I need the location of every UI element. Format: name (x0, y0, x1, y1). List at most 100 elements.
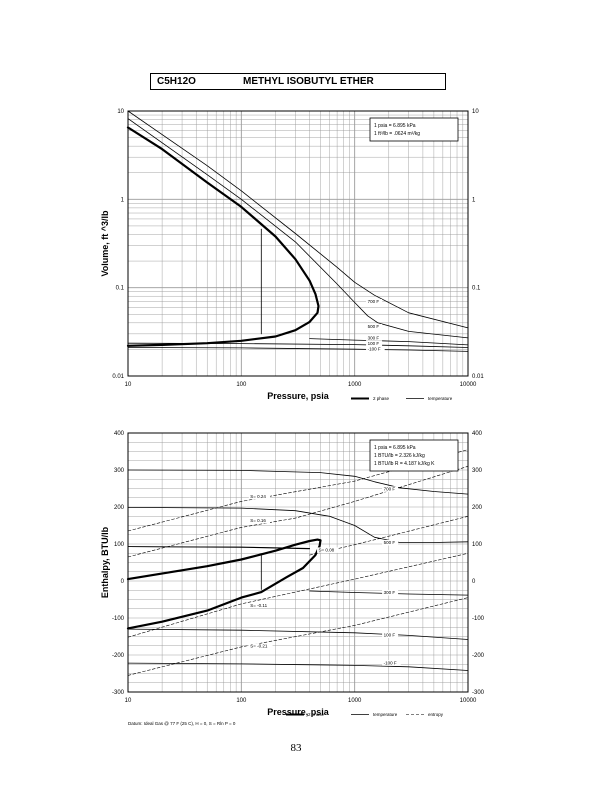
chart1-x-tick-label: 10 (125, 382, 132, 388)
chart1-curve-label-bg (366, 299, 383, 305)
chart1-conversion-box (369, 117, 459, 142)
chart1-x-tick-label: 100 (236, 382, 247, 388)
chart2-isotherm-curve (309, 590, 469, 596)
chart2-datum-note: Datum: Ideal Gas @ 77 F (25 C), H = 0, S… (128, 721, 236, 726)
chart1-y-tick-label-left: 10 (117, 109, 124, 115)
chart1-legend-entry: temperature (428, 396, 453, 401)
chart2-isotherm-curve (127, 469, 469, 495)
chart2-x-tick-label: 100 (236, 698, 247, 704)
chart1-conversion-line: 1 ft³/lb = .0624 m³/kg (374, 131, 420, 137)
page-number: 83 (290, 742, 302, 754)
chart2-curve-label: S= -0.11 (250, 603, 267, 608)
chart2-x-tick-label: 10000 (460, 698, 477, 704)
chart2-conversion-line: 1 psia = 6.895 kPa (374, 445, 416, 451)
chart2-y-tick-label-right: 100 (472, 542, 483, 548)
chart2-curve-label-bg (248, 493, 271, 500)
chart2-conversion-line: 1 BTU/lb = 2.326 kJ/kg (374, 453, 425, 459)
chart1-curve-label: 100 F (368, 341, 380, 346)
chart1-grid (128, 111, 468, 376)
chart1-isotherm-curve (127, 347, 469, 352)
chart1-plot-frame (127, 110, 469, 377)
chart1-y-tick-label-left: 1 (121, 197, 125, 203)
chart2-curve-label-bg (248, 517, 271, 524)
chart2-plot-frame (127, 432, 469, 693)
chart1-isotherm-curve (127, 342, 469, 348)
chart2-isotherm-curve (127, 546, 310, 550)
chart1-isotherm-curve (127, 110, 469, 329)
chart2-curve-label-bg (248, 602, 273, 609)
chart1-isotherm-curve (309, 338, 469, 346)
chart2-curve-label-bg (382, 540, 399, 546)
chart2-isotherm-curve (127, 507, 469, 543)
chart2-y-tick-label-left: 0 (121, 579, 125, 585)
chart2-y-tick-label-left: -100 (112, 616, 125, 622)
chart2-x-tick-label: 10 (125, 698, 132, 704)
chart2-y-tick-label-left: -200 (112, 653, 125, 659)
chart1-2-phase-curve (126, 126, 320, 347)
chart2-x-axis-label: Pressure, psia (267, 707, 330, 717)
chart2-curve-label: 700 F (384, 486, 396, 491)
chart2-curve-label-bg (382, 632, 399, 638)
chart1-conversion-line: 1 psia = 6.895 kPa (374, 123, 416, 129)
chart2-y-tick-label-right: -300 (472, 690, 485, 696)
chart2-y-tick-label-right: 0 (472, 579, 476, 585)
chart1-y-tick-label-right: 10 (472, 109, 479, 115)
chart2-y-tick-label-right: 300 (472, 468, 483, 474)
chart1-curve-label-bg (366, 323, 383, 330)
chart2-y-tick-label-right: 400 (472, 431, 483, 437)
chart1-curve-label: 700 F (368, 299, 380, 304)
chart2-isentrope-curve (127, 597, 469, 676)
chart2-x-tick-label: 1000 (348, 698, 362, 704)
chart2-curve-label: S= 0.24 (250, 494, 266, 499)
chart2-y-tick-label-right: -100 (472, 616, 485, 622)
chart2-y-tick-label-left: 100 (114, 542, 125, 548)
chart1-y-tick-label-left: 0.01 (112, 374, 124, 380)
chart1-curve-label-bg (366, 335, 383, 341)
chart2-legend-entry: 2 phase (308, 712, 325, 717)
chart1-curve-label: 300 F (368, 335, 380, 340)
chart1-series (126, 110, 469, 352)
chart1-x-axis-label: Pressure, psia (267, 391, 330, 401)
chart1-y-tick-label-right: 1 (472, 197, 476, 203)
compound-formula: C5H12O (157, 75, 196, 87)
chart1-curve-label-bg (366, 346, 385, 352)
chart1-y-tick-label-left: 0.1 (116, 286, 125, 292)
chart2-isotherm-curve (127, 628, 469, 640)
chart2-y-axis-label: Enthalpy, BTU/lb (100, 526, 110, 598)
chart2-curve-label-bg (382, 486, 399, 492)
chart2-curve-label-bg (382, 589, 399, 596)
chart2-curve-label: S= -0.21 (250, 644, 268, 649)
chart2-curve-label-bg (317, 547, 339, 553)
chart2-legend-entry: entropy (428, 712, 444, 717)
chart2-curve-label: S= 0.08 (319, 547, 335, 552)
chart1-y-tick-label-right: 0.1 (472, 286, 481, 292)
chart2-curve-label: 300 F (384, 590, 396, 595)
chart2-curve-label: 100 F (384, 633, 396, 638)
chart1-y-tick-label-right: 0.01 (472, 374, 484, 380)
chart2-isotherm-curve (127, 662, 469, 671)
chart2-2-phase-curve (126, 538, 322, 630)
chart2-curve-label-bg (382, 660, 401, 666)
chart2-y-tick-label-left: 300 (114, 468, 125, 474)
chart-title-box: C5H12O METHYL ISOBUTYL ETHER (150, 73, 446, 90)
chart2-legend-entry: temperature (373, 712, 398, 717)
chart2-y-tick-label-left: 200 (114, 505, 125, 511)
chart1-x-tick-label: 10000 (460, 382, 477, 388)
chart1-curve-label-bg (366, 340, 383, 347)
chart2-y-tick-label-right: 200 (472, 505, 483, 511)
chart1-curve-label: -100 F (368, 346, 381, 351)
chart2-conversion-box (369, 439, 459, 472)
chart2-y-tick-label-left: -300 (112, 690, 125, 696)
chart2-y-tick-label-right: -200 (472, 653, 485, 659)
chart2-conversion-line: 1 BTU/lb R = 4.187 kJ/kg K (374, 461, 435, 467)
chart2-isentrope-curve (127, 553, 469, 638)
chart1-legend-entry: 2 phase (373, 396, 390, 401)
chart2-curve-label: S= 0.16 (250, 518, 266, 523)
chart2-curve-label-bg (248, 643, 273, 650)
chart2-y-tick-label-left: 400 (114, 431, 125, 437)
chart1-isotherm-curve (127, 118, 469, 339)
chart1-curve-label: 500 F (368, 324, 380, 329)
chart2-curve-label: -100 F (384, 660, 397, 665)
chart2-curve-label: 500 F (384, 540, 396, 545)
